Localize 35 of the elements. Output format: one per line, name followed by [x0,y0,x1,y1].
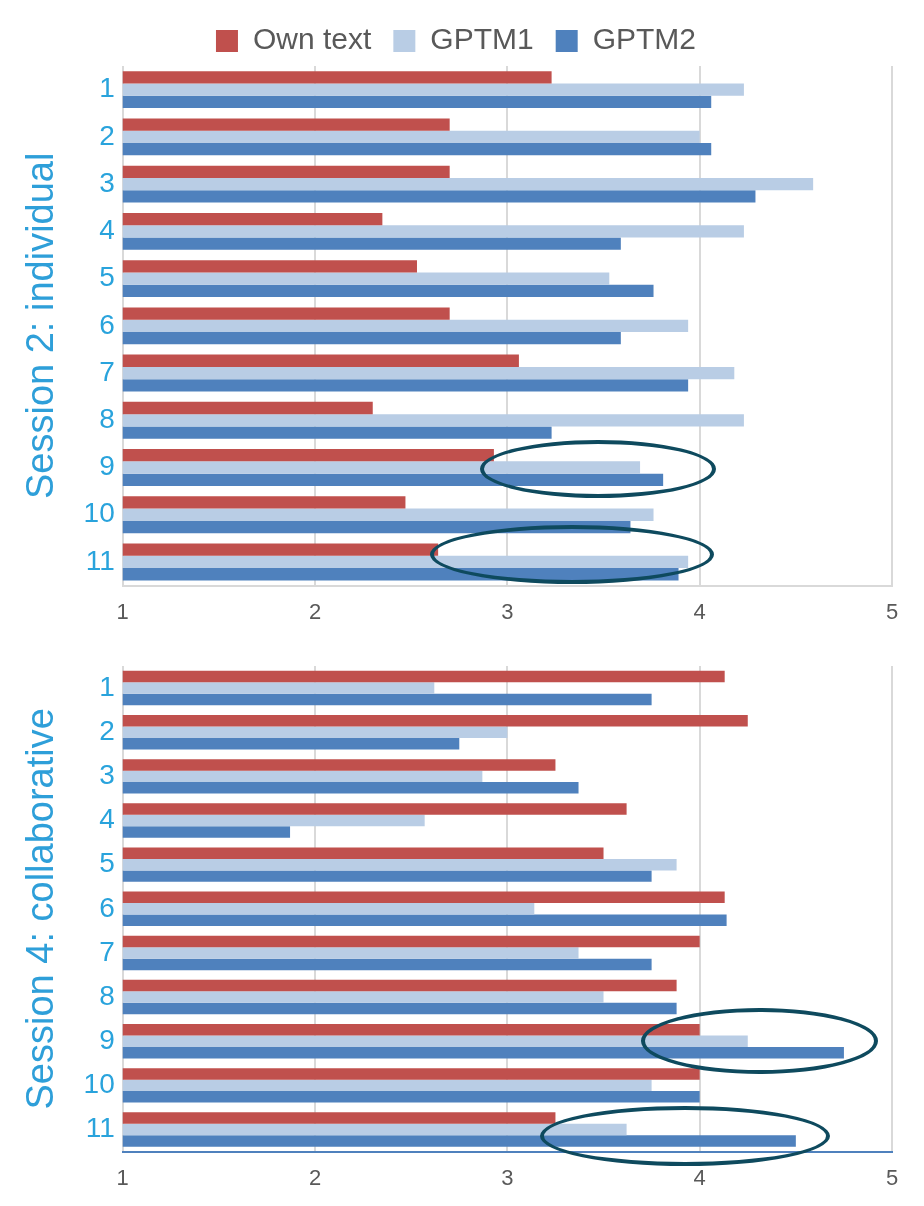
x-tick-label: 2 [308,1164,322,1190]
x-tick-label: 3 [501,598,514,624]
y-tick-label: 10 [83,1068,115,1100]
y-axis-title: Session 2: individual [19,152,62,500]
legend-label: Own text [252,22,373,56]
y-tick-label: 7 [99,935,115,967]
y-tick-label: 3 [99,759,115,791]
y-tick-label: 9 [99,450,115,482]
y-axis-title: Session 4: collaborative [19,708,62,1110]
x-tick-label: 5 [885,1164,899,1190]
y-tick-label: 5 [99,261,115,293]
x-tick-label: 2 [308,598,322,624]
legend-label: GPTM1 [430,22,534,56]
y-tick-label: 8 [99,979,115,1011]
y-tick-label: 2 [99,714,115,746]
y-tick-label: 11 [85,544,115,576]
y-tick-label: 1 [99,72,115,104]
y-tick-label: 11 [85,1112,115,1144]
y-tick-label: 4 [99,214,115,246]
y-tick-label: 5 [99,847,115,879]
y-tick-label: 6 [99,891,115,923]
y-tick-label: 9 [99,1023,115,1055]
y-tick-label: 7 [99,355,115,387]
y-tick-label: 8 [99,402,115,434]
legend-label: GPTM2 [592,22,697,56]
y-tick-label: 6 [99,308,115,340]
y-tick-label: 3 [99,166,115,198]
x-tick-label: 4 [693,1164,706,1190]
x-tick-label: 5 [885,598,899,624]
x-tick-label: 3 [501,1164,514,1190]
y-tick-label: 2 [99,119,115,151]
y-tick-label: 4 [99,803,115,835]
y-tick-label: 1 [99,670,115,702]
x-tick-label: 4 [693,598,706,624]
y-tick-label: 10 [83,497,115,529]
